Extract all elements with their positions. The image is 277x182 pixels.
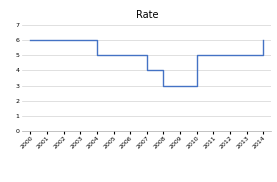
Title: Rate: Rate [135,10,158,20]
